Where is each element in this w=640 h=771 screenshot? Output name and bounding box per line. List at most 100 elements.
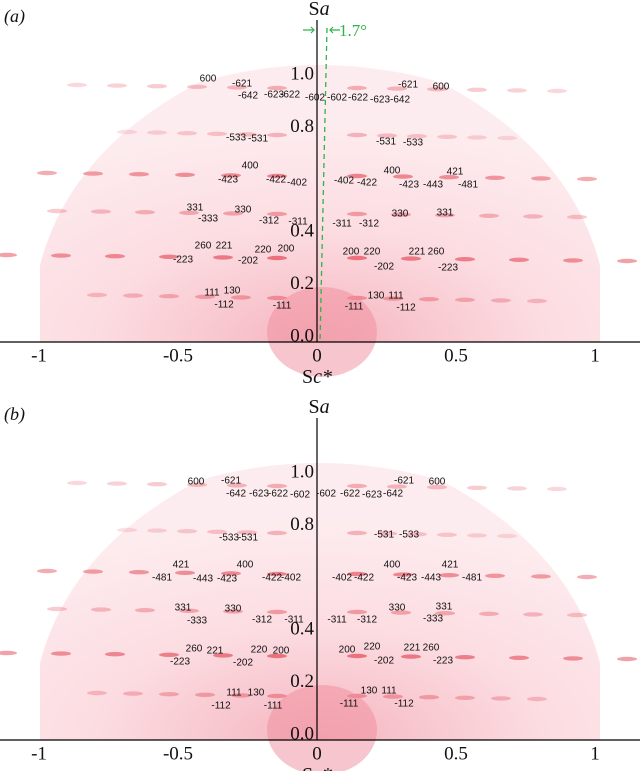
reflection-streak [159, 294, 179, 299]
reflection-streak [563, 258, 583, 263]
reflection-label: 200 [273, 646, 290, 657]
reflection-label: -602 [316, 489, 336, 500]
reflection-label: -481 [458, 180, 478, 191]
reflection-streak [117, 129, 137, 135]
reflection-streak [531, 574, 551, 579]
y-tick-label: 0.4 [290, 619, 314, 640]
reflection-streak [147, 130, 167, 135]
reflection-streak [107, 481, 127, 486]
reflection-label: 330 [389, 603, 406, 614]
reflection-label: 400 [384, 560, 401, 571]
reflection-streak [547, 88, 567, 94]
reflection-streak [231, 693, 251, 698]
reflection-streak [577, 176, 597, 182]
tilt-line [319, 27, 328, 343]
reflection-label: 260 [423, 643, 440, 654]
panel: (b)SaSc*-1-0.500.511.00.80.40.20.0600-62… [0, 396, 640, 771]
reflection-label: -533 [219, 533, 239, 544]
reflection-label: 130 [248, 688, 265, 699]
reflection-streak [47, 208, 67, 214]
reflection-streak [105, 254, 125, 259]
reflection-label: -602 [305, 93, 325, 104]
y-axis-label-a: a [320, 396, 330, 418]
diffraction-pattern [40, 463, 600, 740]
reflection-streak [267, 530, 287, 536]
reflection-label: -202 [233, 658, 253, 669]
reflection-streak [135, 210, 155, 215]
reflection-label: 260 [186, 644, 203, 655]
reflection-streak [267, 85, 287, 91]
reflection-streak [179, 210, 199, 215]
reflection-streak [107, 83, 127, 88]
reflection-label: -621 [398, 80, 418, 91]
reflection-label: 331 [436, 602, 453, 613]
reflection-streak [393, 174, 413, 179]
reflection-label: -312 [357, 615, 377, 626]
reflection-streak [435, 213, 455, 218]
reflection-streak [507, 486, 527, 491]
reflection-streak [267, 255, 287, 261]
y-axis-label-a: a [320, 0, 330, 20]
reflection-label: -622 [268, 489, 288, 500]
reflection-label: 421 [442, 560, 459, 571]
reflection-label: -202 [238, 256, 258, 267]
reflection-streak [527, 696, 547, 702]
reflection-streak [497, 135, 517, 141]
diffraction-pattern [40, 65, 600, 342]
reflection-label: -311 [288, 217, 308, 228]
reflection-streak [237, 530, 257, 535]
reflection-label: 111 [381, 686, 397, 697]
reflection-streak [479, 213, 499, 218]
reflection-streak [129, 570, 149, 575]
reflection-label: -623 [249, 489, 269, 500]
reflection-streak [527, 298, 547, 304]
reflection-label: -223 [173, 255, 193, 266]
reflection-label: 221 [207, 646, 224, 657]
reflection-streak [123, 691, 143, 696]
reflection-label: -223 [433, 656, 453, 667]
reflection-label: -422 [354, 573, 374, 584]
reflection-label: -111 [340, 699, 359, 710]
x-tick-label: -0.5 [163, 345, 193, 366]
reflection-streak [237, 132, 257, 137]
reflection-streak [577, 574, 597, 580]
reflection-label: -422 [266, 175, 286, 186]
reflection-label: -333 [198, 214, 218, 225]
reflection-streak [267, 211, 287, 217]
reflection-label: 331 [175, 603, 192, 614]
x-axis-label-c: c* [313, 764, 332, 771]
reflection-label: -443 [193, 574, 213, 585]
reflection-streak [347, 132, 367, 138]
reflection-streak [377, 133, 397, 138]
reflection-label: -402 [332, 573, 352, 584]
x-tick-label: 1 [590, 345, 600, 366]
reflection-label: -112 [394, 699, 414, 710]
reflection-label: -622 [348, 93, 368, 104]
reflection-label: 221 [404, 643, 421, 654]
beam-stop-halo [267, 685, 377, 771]
reflection-streak [347, 173, 367, 179]
x-axis-label-s: S [302, 366, 313, 388]
reflection-label: 220 [364, 247, 381, 258]
reflection-streak [51, 253, 71, 258]
x-tick-label: -1 [31, 345, 47, 366]
reflection-label: 260 [195, 241, 212, 252]
reflection-label: 331 [437, 208, 454, 219]
reflection-streak [455, 655, 475, 660]
reflection-label: -311 [327, 615, 347, 626]
y-tick-label: 0.8 [290, 116, 314, 137]
reflection-label: -311 [284, 615, 304, 626]
reflection-label: -422 [357, 178, 377, 189]
reflection-streak [531, 176, 551, 181]
reflection-label: -531 [374, 530, 394, 541]
reflection-label: 220 [255, 245, 272, 256]
reflection-label: 330 [392, 209, 409, 220]
reflection-label: 421 [447, 167, 464, 178]
reflection-streak [383, 296, 403, 301]
reflection-streak [387, 86, 407, 91]
reflection-label: 111 [204, 288, 220, 299]
reflection-label: 600 [188, 477, 205, 488]
x-axis-label: Sc* [302, 366, 332, 388]
reflection-label: -312 [359, 219, 379, 230]
